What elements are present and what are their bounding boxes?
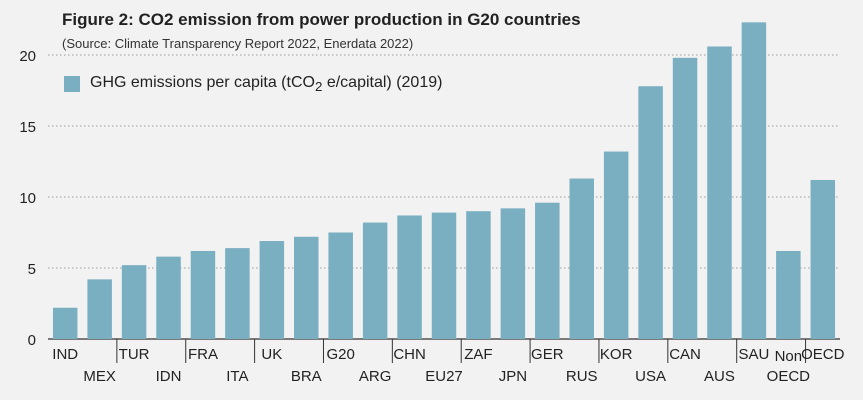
bar-ind xyxy=(52,307,78,339)
bar-zaf xyxy=(466,211,491,339)
chart-subtitle: (Source: Climate Transparency Report 202… xyxy=(62,36,414,51)
x-tick-label: RUS xyxy=(566,368,598,385)
x-tick-label: CHN xyxy=(393,346,426,363)
legend-label-main: GHG emissions per capita (tCO xyxy=(90,74,315,91)
x-tick-label: AUS xyxy=(704,368,735,385)
legend-label: GHG emissions per capita (tCO2 e/capital… xyxy=(90,74,442,94)
bar-mex xyxy=(87,279,112,339)
bar-can xyxy=(672,57,698,340)
legend-label-subscript: 2 xyxy=(314,79,323,95)
x-tick-label: GER xyxy=(531,346,564,363)
x-tick-label: G20 xyxy=(327,346,355,363)
bar-aus xyxy=(707,46,732,339)
legend: GHG emissions per capita (tCO2 e/capital… xyxy=(64,74,442,94)
x-tick-label: FRA xyxy=(188,346,218,363)
x-tick-label: CAN xyxy=(669,346,701,363)
y-tick-label: 5 xyxy=(28,261,36,278)
x-tick-label: SAU xyxy=(738,346,769,363)
bar-rus xyxy=(569,178,594,339)
x-tick-label: ARG xyxy=(359,368,392,385)
x-tick-label: TUR xyxy=(119,346,150,363)
bar-fra xyxy=(190,250,216,339)
bar-jpn xyxy=(500,208,526,339)
legend-label-rest: e/capital) (2019) xyxy=(322,74,443,91)
bar-ger xyxy=(535,202,560,339)
x-tick-label: JPN xyxy=(499,368,527,385)
bar-non-oecd xyxy=(776,250,801,339)
bar-bra xyxy=(294,236,319,339)
bar-uk xyxy=(259,241,285,339)
legend-swatch xyxy=(64,76,80,93)
y-tick-label: 20 xyxy=(19,48,36,65)
x-tick-label: Non OECD xyxy=(767,348,811,385)
bar-usa xyxy=(638,86,663,340)
y-tick-label: 10 xyxy=(19,190,36,207)
y-tick-label: 0 xyxy=(28,332,36,349)
chart-title: Figure 2: CO2 emission from power produc… xyxy=(62,10,581,29)
bar-sau xyxy=(741,22,767,340)
bar-ita xyxy=(225,248,250,339)
bar-g20 xyxy=(328,232,353,339)
x-tick-label: BRA xyxy=(291,368,322,385)
bar-chn xyxy=(397,215,422,339)
x-tick-label: OECD xyxy=(801,346,845,363)
bar-arg xyxy=(362,222,388,339)
x-tick-label: IND xyxy=(52,346,78,363)
bar-kor xyxy=(603,151,629,339)
x-tick-label: EU27 xyxy=(425,368,463,385)
bar-oecd xyxy=(810,179,836,339)
bar-tur xyxy=(121,265,147,339)
x-tick-label: KOR xyxy=(600,346,633,363)
x-tick-label: ITA xyxy=(226,368,248,385)
x-tick-label: ZAF xyxy=(464,346,492,363)
y-tick-label: 15 xyxy=(19,119,36,136)
x-tick-label: MEX xyxy=(83,368,116,385)
bar-idn xyxy=(156,256,181,339)
x-tick-label: UK xyxy=(261,346,282,363)
x-tick-label: IDN xyxy=(156,368,182,385)
bar-eu27 xyxy=(431,212,457,339)
x-tick-label: USA xyxy=(635,368,666,385)
